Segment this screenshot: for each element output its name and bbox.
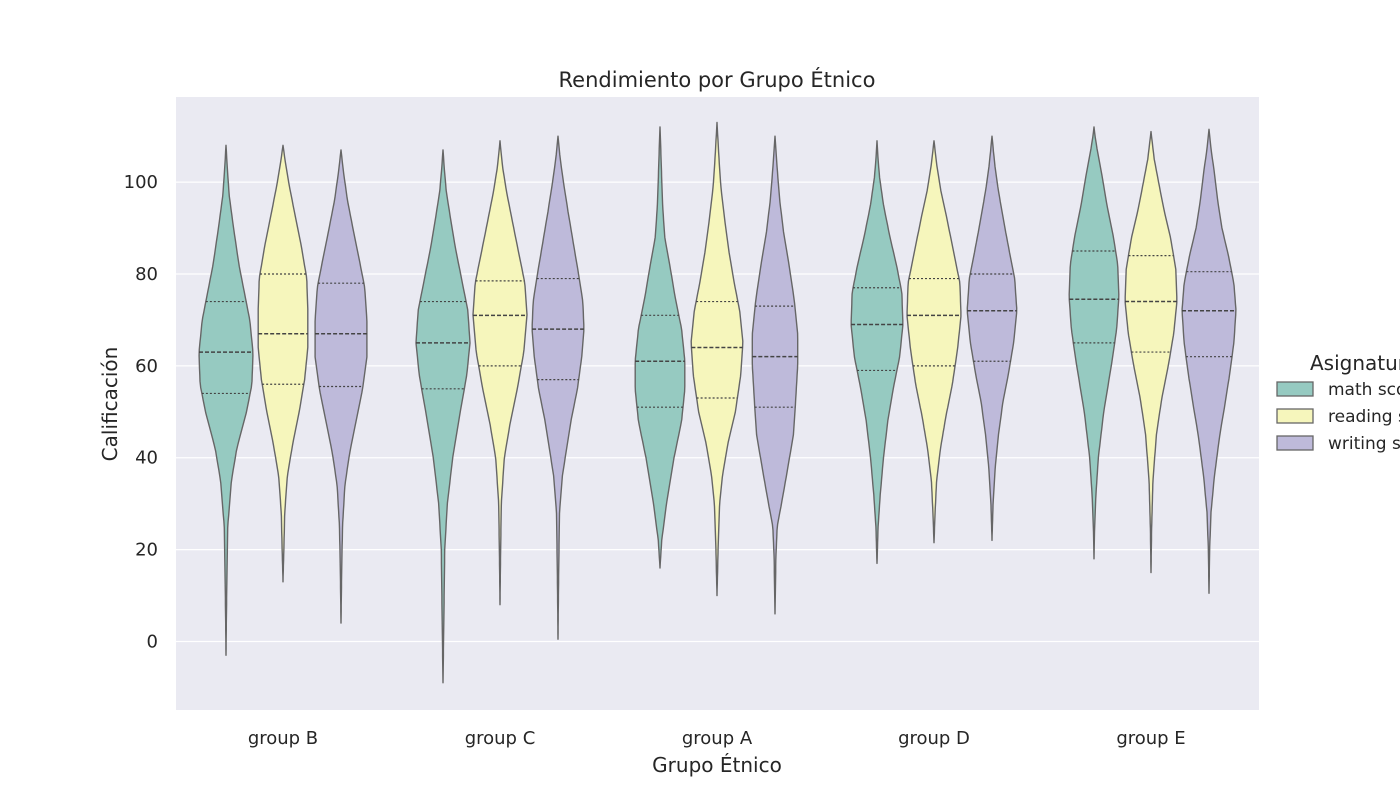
legend-entries: math score reading score writing score xyxy=(1276,380,1400,454)
y-tick-labels: 0 20 40 60 80 100 xyxy=(124,172,158,652)
violin-math-score-group-c xyxy=(415,149,471,684)
x-axis-label: Grupo Étnico xyxy=(652,753,782,777)
chart-title: Rendimiento por Grupo Étnico xyxy=(559,67,876,92)
legend-swatch-writing-score xyxy=(1276,435,1314,451)
violin-writing-score-group-a xyxy=(751,135,799,615)
x-tick-label-group-c: group C xyxy=(465,728,536,749)
legend-label-writing-score: writing score xyxy=(1328,434,1400,454)
y-tick-label-60: 60 xyxy=(135,356,158,377)
violin-writing-score-group-e xyxy=(1181,128,1237,594)
violin-reading-score-group-a xyxy=(690,121,744,597)
violin-writing-score-group-d xyxy=(966,135,1018,542)
legend-swatch-math-score xyxy=(1276,381,1314,397)
x-tick-label-group-d: group D xyxy=(898,728,970,749)
y-axis-label: Calificación xyxy=(98,347,122,462)
y-tick-label-40: 40 xyxy=(135,448,158,469)
x-tick-label-group-b: group B xyxy=(248,728,318,749)
y-tick-label-100: 100 xyxy=(124,172,158,193)
violin-reading-score-group-d xyxy=(906,140,962,544)
legend-label-reading-score: reading score xyxy=(1328,407,1400,427)
violin-math-score-group-b xyxy=(198,144,254,656)
legend: Asignatura math score reading score writin… xyxy=(1276,351,1400,454)
violin-math-score-group-d xyxy=(850,140,904,565)
violin-reading-score-group-b xyxy=(257,144,309,583)
violin-reading-score-group-e xyxy=(1124,130,1178,574)
y-tick-label-0: 0 xyxy=(147,632,158,653)
violin-math-score-group-a xyxy=(634,126,686,569)
x-tick-label-group-a: group A xyxy=(682,728,753,749)
violin-writing-score-group-c xyxy=(531,135,585,640)
violins xyxy=(198,121,1237,684)
x-tick-labels: group B group C group A group D group E xyxy=(248,728,1186,749)
x-tick-label-group-e: group E xyxy=(1116,728,1185,749)
y-tick-label-20: 20 xyxy=(135,540,158,561)
violin-reading-score-group-c xyxy=(472,140,528,606)
y-tick-label-80: 80 xyxy=(135,264,158,285)
legend-title: Asignatura xyxy=(1310,351,1400,375)
legend-label-math-score: math score xyxy=(1328,380,1400,400)
legend-swatch-reading-score xyxy=(1276,408,1314,424)
